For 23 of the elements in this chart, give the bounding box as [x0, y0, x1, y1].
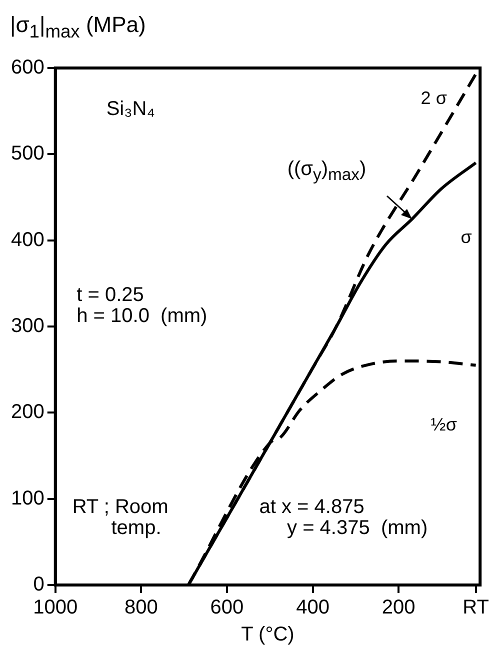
annotation: t = 0.25 h = 10.0 (mm): [76, 284, 208, 328]
x-axis-title: T (°C): [241, 624, 294, 646]
x-tick-label: 1000: [33, 596, 78, 619]
y-tick-label: 300: [10, 315, 44, 338]
text: ½σ: [430, 414, 457, 434]
y-axis-title: |σ$_{1}$|$_{max}$ (MPa): [10, 12, 146, 42]
y-tick-label: 200: [10, 401, 44, 424]
y-tick-label: 500: [10, 142, 44, 165]
y-tick-label: 400: [10, 228, 44, 251]
y-tick-label: 0: [33, 574, 44, 596]
annotation: at x = 4.875 y = 4.375 (mm): [259, 496, 428, 540]
x-tick-label: RT: [462, 596, 489, 619]
y-tick-label: 100: [10, 487, 44, 510]
annotation: RT ; Room temp.: [72, 496, 168, 540]
x-tick-label: 800: [124, 596, 158, 619]
annotation: Si₃N₄: [106, 98, 155, 120]
y-tick-label: 600: [10, 56, 44, 79]
x-tick-label: 200: [382, 596, 416, 619]
x-tick-label: 400: [296, 596, 330, 619]
text: σ: [460, 226, 472, 247]
series-label: 2 σ: [420, 88, 447, 108]
annotation: ((σ$_{y}$)$_{max}$): [287, 158, 366, 184]
x-tick-label: 600: [210, 596, 244, 619]
